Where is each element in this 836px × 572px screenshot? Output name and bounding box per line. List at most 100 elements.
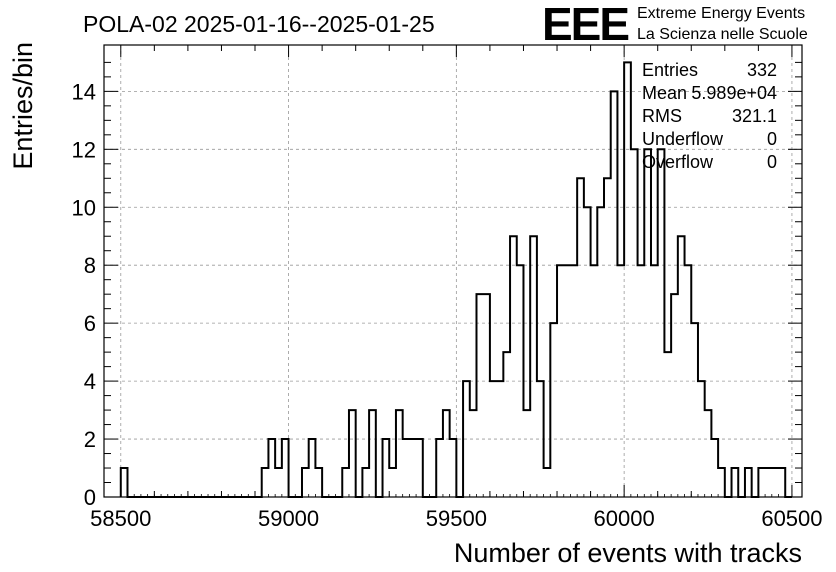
y-tick-label: 4 (84, 369, 96, 394)
histogram-bin (349, 410, 356, 497)
histogram-bin (570, 265, 577, 497)
chart-title: POLA-02 2025-01-16--2025-01-25 (83, 11, 435, 37)
histogram-bin (765, 468, 772, 497)
histogram-bin (497, 381, 504, 497)
histogram-bin (403, 439, 410, 497)
stats-underflow-value: 0 (767, 129, 777, 149)
histogram-bin (443, 410, 450, 497)
histogram-bin (550, 323, 557, 497)
histogram-bin (772, 468, 779, 497)
histogram-bin (591, 265, 598, 497)
histogram-bin (557, 265, 564, 497)
y-tick-label: 14 (72, 79, 96, 104)
histogram-bin (275, 468, 282, 497)
histogram-bin (517, 265, 524, 497)
x-tick-label: 58500 (90, 506, 151, 531)
x-tick-label: 59500 (426, 506, 487, 531)
histogram-bin (490, 381, 497, 497)
histogram-bin (758, 468, 765, 497)
histogram-bin (691, 323, 698, 497)
histogram-bin (315, 468, 322, 497)
histogram-bin (362, 468, 369, 497)
y-tick-label: 0 (84, 485, 96, 510)
histogram-bin (698, 381, 705, 497)
x-tick-label: 59000 (258, 506, 319, 531)
histogram-bin (624, 62, 631, 497)
histogram-bin (463, 381, 470, 497)
stats-mean-value: 5.989e+04 (691, 83, 777, 103)
histogram-bin (369, 410, 376, 497)
histogram-bin (302, 468, 309, 497)
histogram-series (119, 61, 792, 498)
histogram-bin (658, 149, 665, 497)
histogram-bin (476, 294, 483, 497)
histogram-bin (416, 439, 423, 497)
histogram-bin (685, 265, 692, 497)
histogram-line (119, 61, 792, 498)
histogram-bin (745, 468, 752, 497)
histogram-bin (121, 468, 128, 497)
histogram-bin (503, 352, 510, 497)
x-tick-label: 60500 (761, 506, 822, 531)
stats-underflow-label: Underflow (642, 129, 724, 149)
stats-mean-label: Mean (642, 83, 687, 103)
histogram-bin (718, 468, 725, 497)
histogram-bin (671, 294, 678, 497)
axis-ticks: 58500 59000 59500 60000 60500 0 2 4 6 8 10 12 14 (72, 45, 823, 531)
histogram-bin (564, 265, 571, 497)
x-tick-label: 60000 (594, 506, 655, 531)
y-axis-label: Entries/bin (8, 42, 38, 170)
histogram-bin (268, 439, 275, 497)
eee-logo-mark: EEE (542, 0, 628, 50)
stats-rms-value: 321.1 (732, 106, 777, 126)
stats-rms-label: RMS (642, 106, 682, 126)
histogram-bin (342, 468, 349, 497)
histogram-bin (651, 265, 658, 497)
eee-logo-line1: Extreme Energy Events (637, 5, 805, 22)
histogram-bin (262, 468, 269, 497)
y-tick-label: 12 (72, 137, 96, 162)
stats-entries-label: Entries (642, 60, 698, 80)
stats-entries-value: 332 (747, 60, 777, 80)
histogram-bin (409, 439, 416, 497)
histogram-bin (584, 207, 591, 497)
eee-logo: EEE Extreme Energy Events La Scienza nel… (542, 0, 808, 50)
histogram-bin (664, 352, 671, 497)
grid-lines (104, 45, 802, 497)
histogram-bin (282, 439, 289, 497)
x-axis-label: Number of events with tracks (454, 538, 802, 568)
y-tick-label: 6 (84, 311, 96, 336)
stats-overflow-label: Overflow (642, 152, 714, 172)
stats-overflow-value: 0 (767, 152, 777, 172)
histogram-bin (389, 468, 396, 497)
histogram-bin (631, 149, 638, 497)
histogram-bin (611, 91, 618, 497)
eee-logo-line2: La Scienza nelle Scuole (637, 26, 808, 43)
y-tick-label: 2 (84, 427, 96, 452)
histogram-bin (597, 207, 604, 497)
histogram-bin (396, 410, 403, 497)
histogram-bin (604, 178, 611, 497)
histogram-bin (638, 265, 645, 497)
histogram-bin (537, 381, 544, 497)
histogram-bin (483, 294, 490, 497)
histogram-bin (617, 265, 624, 497)
histogram-bin (732, 468, 739, 497)
y-tick-label: 10 (72, 195, 96, 220)
histogram-bin (705, 410, 712, 497)
histogram-bin (383, 439, 390, 497)
histogram-bin (510, 236, 517, 497)
y-tick-label: 8 (84, 253, 96, 278)
histogram-bin (530, 236, 537, 497)
stats-box: Entries 332 Mean 5.989e+04 RMS 321.1 Und… (642, 60, 777, 172)
histogram-bin (577, 178, 584, 497)
histogram-bin (678, 236, 685, 497)
histogram-bin (544, 468, 551, 497)
histogram-bin (436, 439, 443, 497)
histogram-bin (470, 410, 477, 497)
histogram-bin (711, 439, 718, 497)
histogram-bin (523, 410, 530, 497)
plot-frame (103, 44, 803, 498)
histogram-bin (450, 439, 457, 497)
